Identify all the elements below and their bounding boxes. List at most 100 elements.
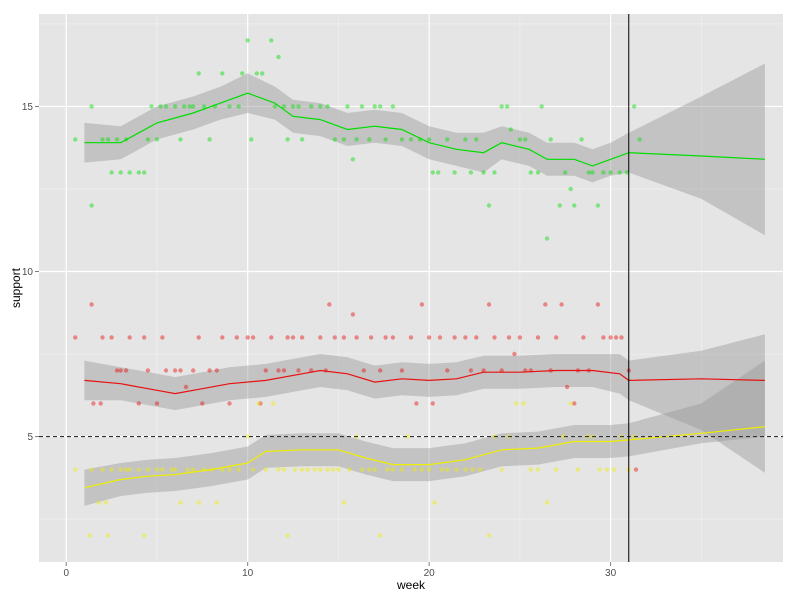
data-point: [172, 467, 178, 472]
data-point: [474, 335, 479, 340]
data-point: [169, 467, 174, 472]
data-point: [276, 54, 281, 60]
data-point: [367, 467, 372, 472]
data-point: [383, 137, 388, 142]
data-point: [383, 335, 388, 340]
data-point: [154, 401, 160, 406]
data-point: [145, 137, 151, 142]
data-point: [445, 368, 450, 373]
data-point: [612, 467, 617, 472]
data-point: [234, 335, 239, 340]
data-point: [341, 137, 347, 142]
plot-background: [39, 14, 783, 562]
data-point: [523, 137, 528, 142]
data-point: [561, 434, 566, 439]
data-point: [367, 137, 372, 142]
data-point: [330, 467, 336, 472]
data-point: [499, 104, 504, 109]
data-point: [196, 335, 201, 340]
data-point: [127, 170, 132, 175]
data-point: [292, 467, 298, 472]
data-point: [200, 401, 205, 406]
data-point: [544, 500, 550, 505]
data-point: [445, 467, 450, 472]
confidence-band: [84, 360, 765, 506]
data-point: [214, 500, 219, 505]
data-point: [477, 467, 483, 472]
data-point: [89, 302, 94, 307]
data-point: [345, 104, 350, 109]
data-point: [539, 104, 544, 109]
data-point: [100, 137, 105, 142]
data-point: [430, 170, 435, 175]
y-tick-label: 5: [27, 432, 33, 443]
data-point: [601, 170, 606, 175]
data-point: [182, 104, 187, 109]
data-point: [463, 335, 468, 340]
data-point: [73, 335, 78, 340]
data-point: [378, 533, 383, 538]
data-point: [87, 533, 93, 538]
data-point: [633, 467, 639, 472]
data-point: [109, 335, 114, 340]
data-point: [390, 104, 396, 109]
data-point: [575, 467, 581, 472]
data-point: [207, 368, 212, 373]
y-tick-label: 10: [22, 267, 34, 278]
data-point: [127, 335, 132, 340]
data-point: [354, 137, 359, 142]
data-point: [270, 401, 276, 406]
series-smooth-line: [84, 369, 765, 395]
data-point: [535, 335, 541, 340]
data-point: [499, 368, 504, 373]
y-axis-title: support: [9, 267, 23, 308]
data-point: [263, 368, 268, 373]
data-point: [154, 137, 160, 142]
data-point: [325, 104, 330, 109]
data-point: [263, 467, 268, 472]
data-point: [463, 467, 468, 472]
data-point: [114, 368, 120, 373]
data-point: [276, 467, 281, 472]
data-point: [508, 127, 513, 132]
data-point: [276, 368, 281, 373]
data-point: [142, 335, 147, 340]
data-point: [557, 203, 562, 208]
data-point: [256, 401, 261, 406]
data-point: [118, 170, 123, 175]
data-point: [160, 467, 165, 472]
data-point: [521, 401, 526, 406]
data-point: [220, 467, 225, 472]
data-point: [637, 137, 642, 142]
data-point: [260, 71, 265, 76]
data-point: [305, 467, 310, 472]
data-point: [492, 335, 497, 340]
x-tick-label: 20: [424, 568, 436, 579]
data-point: [299, 137, 305, 142]
data-point: [586, 170, 591, 175]
data-point: [178, 368, 183, 373]
data-point: [98, 401, 103, 406]
data-point: [517, 137, 523, 142]
data-point: [468, 368, 474, 373]
data-point: [372, 467, 377, 472]
x-tick-label: 10: [242, 568, 254, 579]
data-point: [163, 104, 169, 109]
data-point: [149, 104, 154, 109]
data-point: [100, 335, 105, 340]
data-point: [452, 335, 457, 340]
data-point: [390, 335, 396, 340]
data-point: [426, 467, 432, 472]
data-point: [191, 467, 196, 472]
data-point: [89, 104, 94, 109]
data-point: [619, 335, 624, 340]
data-point: [426, 137, 432, 142]
data-point: [214, 368, 219, 373]
data-point: [608, 335, 613, 340]
data-point: [136, 401, 141, 406]
data-point: [385, 467, 390, 472]
data-point: [89, 203, 94, 208]
data-point: [419, 467, 425, 472]
data-point: [336, 467, 341, 472]
confidence-band: [84, 334, 765, 473]
